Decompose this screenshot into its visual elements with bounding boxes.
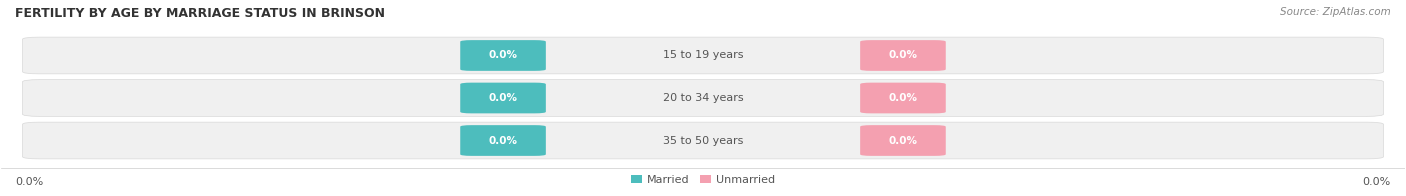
Text: FERTILITY BY AGE BY MARRIAGE STATUS IN BRINSON: FERTILITY BY AGE BY MARRIAGE STATUS IN B…	[15, 7, 385, 20]
FancyBboxPatch shape	[860, 125, 946, 156]
FancyBboxPatch shape	[460, 125, 546, 156]
Text: 35 to 50 years: 35 to 50 years	[662, 135, 744, 145]
Text: 0.0%: 0.0%	[15, 177, 44, 187]
FancyBboxPatch shape	[860, 40, 946, 71]
Text: 15 to 19 years: 15 to 19 years	[662, 51, 744, 61]
Text: 0.0%: 0.0%	[889, 93, 918, 103]
Text: 0.0%: 0.0%	[889, 51, 918, 61]
Text: 0.0%: 0.0%	[488, 51, 517, 61]
Legend: Married, Unmarried: Married, Unmarried	[627, 170, 779, 189]
FancyBboxPatch shape	[22, 122, 1384, 159]
Text: 0.0%: 0.0%	[1362, 177, 1391, 187]
Text: 0.0%: 0.0%	[488, 93, 517, 103]
Text: 0.0%: 0.0%	[488, 135, 517, 145]
FancyBboxPatch shape	[22, 80, 1384, 116]
Text: Source: ZipAtlas.com: Source: ZipAtlas.com	[1279, 7, 1391, 17]
FancyBboxPatch shape	[460, 83, 546, 113]
FancyBboxPatch shape	[460, 40, 546, 71]
Text: 0.0%: 0.0%	[889, 135, 918, 145]
Text: 20 to 34 years: 20 to 34 years	[662, 93, 744, 103]
FancyBboxPatch shape	[860, 83, 946, 113]
FancyBboxPatch shape	[22, 37, 1384, 74]
